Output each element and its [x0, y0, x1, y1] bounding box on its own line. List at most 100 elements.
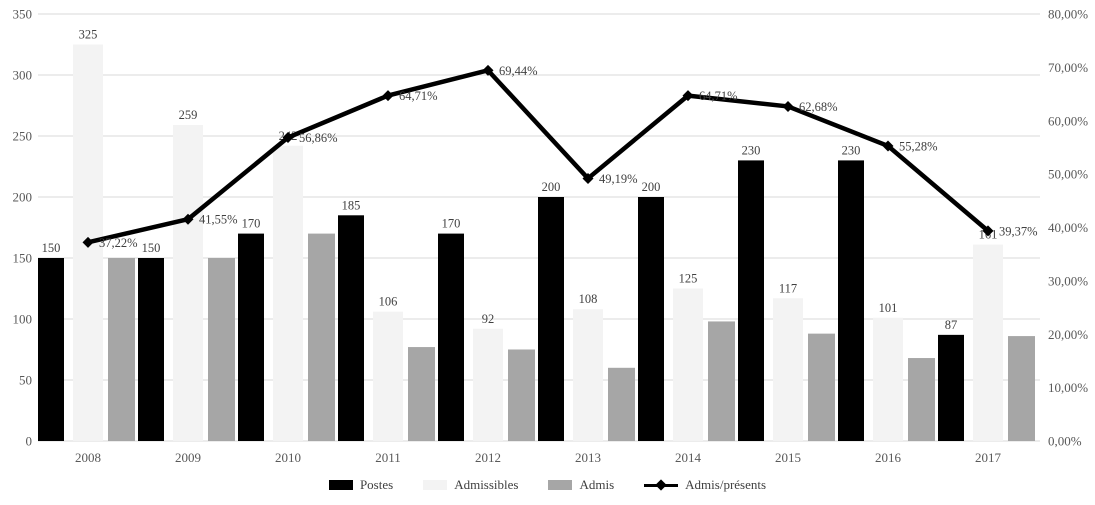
x-axis-label: 2008	[75, 450, 101, 465]
bar-value-label: 170	[242, 217, 261, 231]
bar-admissibles-2014	[673, 288, 703, 441]
legend-swatch-admis	[548, 480, 573, 490]
line-point-label: 69,44%	[499, 64, 538, 78]
line-marker-2015	[782, 100, 794, 112]
bar-value-label: 200	[642, 180, 661, 194]
bar-postes-2016	[838, 160, 864, 441]
bar-admis-2017	[1008, 336, 1035, 441]
bar-admissibles-2017	[973, 244, 1003, 441]
left-axis-tick: 50	[19, 373, 32, 388]
right-axis-tick: 50,00%	[1048, 167, 1088, 182]
bar-admis-2011	[408, 347, 435, 441]
line-point-label: 56,86%	[299, 131, 338, 145]
right-axis-tick: 20,00%	[1048, 327, 1088, 342]
legend-item-admis-presents: Admis/présents	[644, 477, 766, 493]
bar-value-label: 108	[579, 292, 598, 306]
bar-admis-2014	[708, 321, 735, 441]
bar-value-label: 150	[142, 241, 161, 255]
line-marker-2016	[882, 140, 894, 152]
x-axis-label: 2014	[675, 450, 702, 465]
bar-value-label: 259	[179, 108, 198, 122]
line-marker-2012	[482, 64, 494, 76]
bar-admissibles-2016	[873, 317, 903, 441]
line-marker-2013	[582, 172, 594, 184]
bar-value-label: 170	[442, 217, 461, 231]
right-axis-tick: 10,00%	[1048, 380, 1088, 395]
left-axis-tick: 100	[13, 312, 33, 327]
bar-admis-2009	[208, 258, 235, 441]
chart-legend: Postes Admissibles Admis Admis/présents	[0, 477, 1095, 493]
bar-value-label: 101	[879, 301, 898, 315]
line-point-label: 49,19%	[599, 172, 638, 186]
line-marker-2017	[982, 225, 994, 237]
bar-value-label: 185	[342, 198, 361, 212]
x-axis-label: 2011	[375, 450, 401, 465]
left-axis-tick: 250	[13, 129, 33, 144]
left-axis-tick: 150	[13, 251, 33, 266]
line-point-label: 41,55%	[199, 213, 238, 227]
line-point-label: 37,22%	[99, 236, 138, 250]
right-axis-tick: 0,00%	[1048, 434, 1082, 449]
line-admis-pr-sents	[87, 68, 990, 245]
bar-admis-2010	[308, 233, 335, 441]
bar-admissibles-2009	[173, 125, 203, 442]
bar-value-label: 117	[779, 281, 797, 295]
bar-postes-2015	[738, 160, 764, 441]
left-axis-tick: 0	[26, 434, 33, 449]
bar-admissibles-2010	[273, 145, 303, 441]
legend-label-admissibles: Admissibles	[454, 477, 519, 492]
line-point-label: 39,37%	[999, 224, 1038, 238]
bar-postes-2010	[238, 233, 264, 441]
x-axis-label: 2009	[175, 450, 201, 465]
right-axis-tick: 70,00%	[1048, 60, 1088, 75]
x-axis-label: 2013	[575, 450, 601, 465]
line-marker-2014	[682, 90, 694, 102]
x-axis-label: 2010	[275, 450, 301, 465]
bar-value-label: 87	[945, 318, 958, 332]
right-axis-tick: 60,00%	[1048, 113, 1088, 128]
line-marker-2009	[182, 213, 194, 225]
bar-value-label: 230	[742, 143, 761, 157]
left-axis-tick: 350	[13, 7, 33, 22]
bar-postes-2011	[338, 215, 364, 441]
line-point-label: 62,68%	[799, 100, 838, 114]
bar-admis-2016	[908, 358, 935, 441]
x-axis-label: 2016	[875, 450, 902, 465]
line-marker-2010	[282, 132, 294, 144]
legend-item-postes: Postes	[328, 477, 394, 493]
bar-postes-2012	[438, 233, 464, 441]
legend-item-admis: Admis	[548, 477, 614, 493]
legend-line-swatch	[644, 479, 679, 491]
line-point-label: 55,28%	[899, 139, 938, 153]
bar-value-label: 325	[79, 28, 98, 42]
bar-admis-2015	[808, 333, 835, 441]
bar-admissibles-2012	[473, 328, 503, 441]
bar-value-label: 92	[482, 312, 495, 326]
bar-admissibles-2013	[573, 309, 603, 441]
legend-label-admis: Admis	[579, 477, 615, 492]
legend-label-postes: Postes	[359, 477, 394, 492]
line-point-label: 64,71%	[699, 89, 738, 103]
right-axis-tick: 80,00%	[1048, 7, 1088, 22]
bar-value-label: 150	[42, 241, 61, 255]
legend-item-admissibles: Admissibles	[423, 477, 518, 493]
bar-admis-2013	[608, 367, 635, 441]
legend-swatch-admissibles	[423, 480, 448, 490]
bar-value-label: 125	[679, 272, 698, 286]
bar-postes-2009	[138, 258, 164, 441]
diamond-marker-icon	[655, 479, 667, 491]
bar-admis-2012	[508, 349, 535, 441]
bar-postes-2008	[38, 258, 64, 441]
line-marker-2011	[382, 90, 394, 102]
right-axis-tick: 30,00%	[1048, 273, 1088, 288]
x-axis-label: 2012	[475, 450, 501, 465]
right-axis-tick: 40,00%	[1048, 220, 1088, 235]
line-marker-2008	[82, 236, 94, 248]
legend-label-admis-presents: Admis/présents	[685, 477, 767, 492]
x-axis-label: 2015	[775, 450, 801, 465]
left-axis-tick: 300	[13, 68, 33, 83]
bar-admis-2008	[108, 258, 135, 441]
line-point-label: 64,71%	[399, 89, 438, 103]
